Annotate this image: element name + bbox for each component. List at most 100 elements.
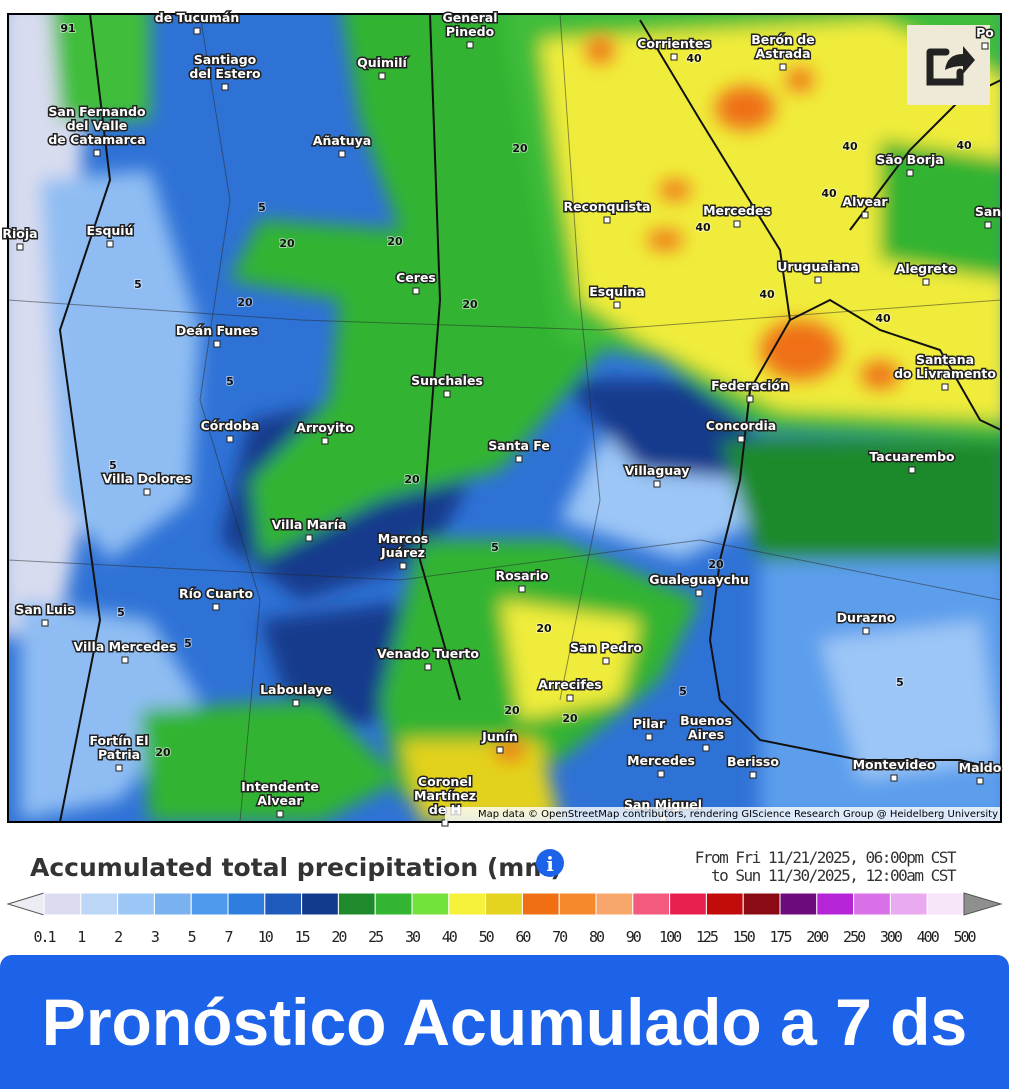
- legend-tick-label: 175: [769, 928, 791, 946]
- place-label: Venado Tuerto: [377, 646, 479, 661]
- place-dot: [399, 562, 407, 570]
- place-label: Esquiú: [86, 223, 133, 238]
- legend-tick-label: 30: [405, 928, 421, 946]
- place-label: Alegrete: [896, 261, 956, 276]
- place-label: Sunchales: [411, 373, 483, 388]
- place-dot: [737, 435, 745, 443]
- place-label: San Fernando: [48, 104, 146, 119]
- legend-tick-label: 300: [880, 928, 903, 946]
- place-label: Maldo: [959, 760, 1002, 775]
- contour-label: 20: [708, 558, 724, 571]
- place-dot: [908, 466, 916, 474]
- contour-label: 5: [679, 685, 687, 698]
- banner: Pronóstico Acumulado a 7 ds: [0, 955, 1009, 1089]
- place-label: Corrientes: [637, 36, 711, 51]
- legend-swatch: [889, 892, 928, 916]
- place-label: Quimilí: [357, 55, 407, 70]
- place-dot: [702, 744, 710, 752]
- place-dot: [746, 395, 754, 403]
- place-dot: [603, 216, 611, 224]
- legend-title: Accumulated total precipitation (mm): [30, 853, 562, 882]
- place-dot: [93, 149, 101, 157]
- place-label: Montevideo: [853, 757, 936, 772]
- place-dot: [378, 72, 386, 80]
- contour-label: 40: [759, 288, 775, 301]
- place-dot: [653, 480, 661, 488]
- contour-label: 40: [686, 52, 702, 65]
- legend-tick-label: 90: [626, 928, 642, 946]
- place-label: Añatuya: [313, 133, 371, 148]
- place-label: Berón de: [751, 32, 814, 47]
- place-label: Alvear: [257, 793, 303, 808]
- place-dot: [862, 627, 870, 635]
- place-dot: [645, 733, 653, 741]
- legend-tick-label: 50: [479, 928, 495, 946]
- place-label: São Borja: [876, 152, 943, 167]
- place-label: Rioja: [2, 226, 37, 241]
- legend-period: From Fri 11/21/2025, 06:00pm CST: [695, 848, 957, 867]
- place-dot: [213, 340, 221, 348]
- place-dot: [496, 746, 504, 754]
- place-label: Aires: [688, 727, 724, 742]
- legend-tick-label: 70: [552, 928, 568, 946]
- legend-swatch: [117, 892, 155, 916]
- place-label: Arroyito: [296, 420, 354, 435]
- legend-tick-label: 500: [953, 928, 976, 946]
- legend-tick-label: 7: [224, 928, 232, 946]
- contour-label: 40: [695, 221, 711, 234]
- legend-tick-label: 200: [806, 928, 829, 946]
- attribution: Map data © OpenStreetMap contributors, r…: [478, 809, 998, 820]
- legend-swatch: [80, 892, 119, 916]
- place-label: Reconquista: [564, 199, 651, 214]
- legend-tick-label: 400: [917, 928, 940, 946]
- legend-swatch: [301, 892, 339, 916]
- contour-label: 20: [155, 746, 171, 759]
- contour-label: 5: [184, 637, 192, 650]
- place-label: San Pedro: [570, 640, 642, 655]
- legend-swatch: [742, 892, 781, 916]
- place-label: Buenos: [680, 713, 732, 728]
- contour-label: 40: [842, 140, 858, 153]
- info-button[interactable]: [536, 849, 564, 877]
- place-dot: [779, 63, 787, 71]
- place-dot: [861, 211, 869, 219]
- legend-swatch: [190, 892, 229, 916]
- place-dot: [814, 276, 822, 284]
- contour-label: 20: [387, 235, 403, 248]
- legend-swatch: [337, 892, 376, 916]
- svg-text:i: i: [546, 852, 554, 876]
- place-label: Po: [976, 25, 994, 40]
- legend-tick-label: 3: [151, 928, 159, 946]
- legend-swatch: [448, 892, 487, 916]
- place-label: San Luis: [15, 602, 74, 617]
- place-label: Mercedes: [703, 203, 771, 218]
- place-label: Juárez: [380, 545, 425, 560]
- place-label: Durazno: [837, 610, 896, 625]
- place-label: Villa María: [272, 517, 347, 532]
- legend-swatch: [816, 892, 855, 916]
- place-dot: [143, 488, 151, 496]
- legend-swatch: [43, 892, 82, 916]
- place-dot: [106, 240, 114, 248]
- contour-label: 20: [404, 473, 420, 486]
- legend-scale: 0.1 1 2 3 5 7 10 15 20 25 30 40 50 60 70 80 90 100 125 150 1…: [6, 892, 1003, 946]
- place-dot: [115, 764, 123, 772]
- place-label: Federación: [711, 378, 789, 393]
- place-dot: [602, 657, 610, 665]
- place-label: Santa Fe: [488, 438, 550, 453]
- place-dot: [412, 287, 420, 295]
- contour-label: 5: [134, 278, 142, 291]
- legend-tick-label: 100: [659, 928, 682, 946]
- place-label: Astrada: [755, 46, 810, 61]
- contour-label: 40: [821, 187, 837, 200]
- place-label: Tacuarembo: [869, 449, 955, 464]
- place-dot: [305, 534, 313, 542]
- place-dot: [515, 455, 523, 463]
- place-label: Fortín El: [89, 733, 148, 748]
- contour-label: 5: [491, 541, 499, 554]
- place-label: Patria: [98, 747, 140, 762]
- place-label: Villa Mercedes: [74, 639, 177, 654]
- legend-tick-label: 60: [515, 928, 531, 946]
